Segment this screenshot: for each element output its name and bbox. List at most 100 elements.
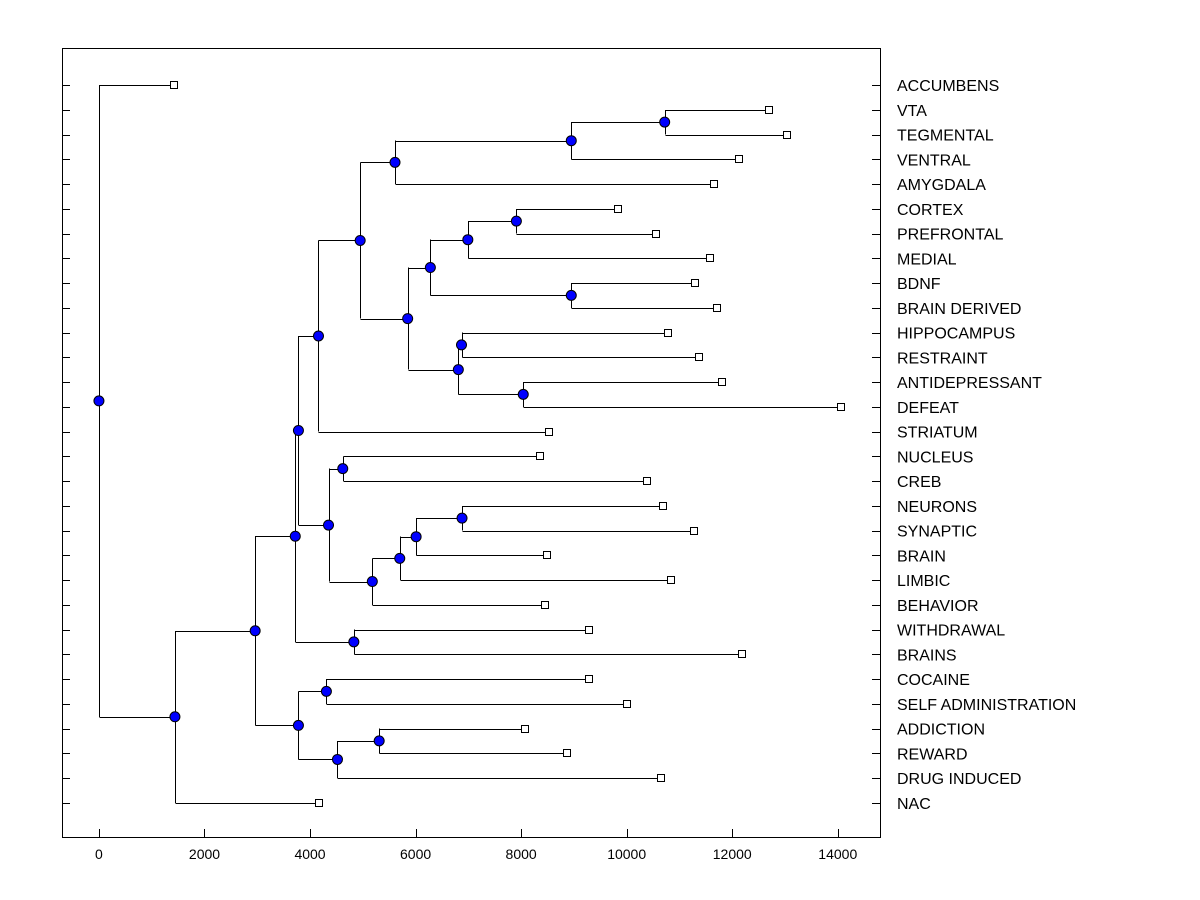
leaf-label-brain_derived: BRAIN DERIVED (897, 301, 1021, 318)
leaf-marker-restraint (695, 353, 703, 361)
node-marker-n8 (456, 339, 468, 351)
leaf-marker-neurons (659, 502, 667, 510)
node-marker-n25 (331, 753, 343, 765)
node-marker-n18 (366, 576, 378, 588)
node-marker-n6 (565, 289, 577, 301)
leaf-marker-amygdala (710, 180, 718, 188)
node-marker-n19 (323, 519, 335, 531)
node-marker-n7 (424, 262, 436, 274)
leaf-marker-bdnf (691, 279, 699, 287)
node-marker-n21 (348, 636, 360, 648)
node-marker-n11 (402, 313, 414, 325)
leaf-marker-nucleus (536, 452, 544, 460)
node-marker-n16 (410, 531, 422, 543)
node-marker-n27 (249, 625, 261, 637)
leaf-label-nucleus: NUCLEUS (897, 449, 973, 466)
leaf-marker-self_administration (623, 700, 631, 708)
node-marker-n22 (289, 530, 301, 542)
leaf-label-cortex: CORTEX (897, 202, 964, 219)
leaf-marker-vta (765, 106, 773, 114)
leaf-marker-accumbens (170, 81, 178, 89)
leaf-label-cocaine: COCAINE (897, 672, 970, 689)
leaf-marker-behavior (541, 601, 549, 609)
node-marker-root (93, 395, 105, 407)
x-tick-label-10000: 10000 (607, 846, 646, 862)
x-tick-label-4000: 4000 (294, 846, 325, 862)
leaf-marker-cocaine (585, 675, 593, 683)
leaf-marker-defeat (837, 403, 845, 411)
leaf-label-drug_induced: DRUG INDUCED (897, 771, 1021, 788)
leaf-marker-reward (563, 749, 571, 757)
leaf-label-antidepressant: ANTIDEPRESSANT (897, 375, 1042, 392)
leaf-label-withdrawal: WITHDRAWAL (897, 623, 1005, 640)
node-marker-n9 (517, 388, 529, 400)
node-marker-n2 (565, 135, 577, 147)
leaf-labels: ACCUMBENS VTA TEGMENTAL VENTRAL AMYGDALA CORT… (897, 78, 1076, 813)
leaf-label-ventral: VENTRAL (897, 152, 971, 169)
leaf-label-striatum: STRIATUM (897, 425, 978, 442)
node-marker-n23 (320, 685, 332, 697)
leaf-marker-withdrawal (585, 626, 593, 634)
leaf-marker-brains (738, 650, 746, 658)
node-marker-n1 (659, 116, 671, 128)
x-tick-label-14000: 14000 (818, 846, 857, 862)
leaf-marker-limbic (667, 576, 675, 584)
node-marker-n13 (312, 330, 324, 342)
node-marker-n10 (452, 364, 464, 376)
node-marker-n15 (456, 512, 468, 524)
x-tick-label-12000: 12000 (713, 846, 752, 862)
leaf-label-medial: MEDIAL (897, 251, 957, 268)
leaf-marker-brain (543, 551, 551, 559)
leaf-label-addiction: ADDICTION (897, 722, 985, 739)
leaf-marker-tegmental (783, 131, 791, 139)
leaf-marker-hippocampus (664, 329, 672, 337)
x-tick-label-2000: 2000 (189, 846, 220, 862)
node-marker-n26 (292, 719, 304, 731)
plot-frame (62, 48, 881, 838)
leaf-label-accumbens: ACCUMBENS (897, 78, 999, 95)
leaf-label-bdnf: BDNF (897, 276, 941, 293)
leaf-label-tegmental: TEGMENTAL (897, 128, 994, 145)
x-tick-label-8000: 8000 (506, 846, 537, 862)
leaf-marker-striatum (545, 428, 553, 436)
node-marker-n20 (292, 425, 304, 437)
y-tick-marks (62, 85, 880, 804)
leaf-marker-nac (315, 799, 323, 807)
node-marker-n5 (462, 234, 474, 246)
leaf-label-vta: VTA (897, 103, 927, 120)
x-tick-label-6000: 6000 (400, 846, 431, 862)
dendrogram-edges (99, 85, 842, 804)
leaf-marker-synaptic (690, 527, 698, 535)
leaf-label-creb: CREB (897, 474, 941, 491)
leaf-label-amygdala: AMYGDALA (897, 177, 986, 194)
leaf-label-restraint: RESTRAINT (897, 350, 988, 367)
leaf-label-prefrontal: PREFRONTAL (897, 227, 1003, 244)
leaf-label-self_administration: SELF ADMINISTRATION (897, 697, 1076, 714)
leaf-label-synaptic: SYNAPTIC (897, 524, 977, 541)
node-marker-n14 (337, 463, 349, 475)
leaf-label-reward: REWARD (897, 746, 968, 763)
leaf-marker-cortex (614, 205, 622, 213)
leaf-label-nac: NAC (897, 796, 931, 813)
x-tick-label-0: 0 (95, 846, 103, 862)
leaf-label-brain: BRAIN (897, 548, 946, 565)
node-marker-n17 (394, 552, 406, 564)
leaf-marker-creb (643, 477, 651, 485)
leaf-marker-brain_derived (713, 304, 721, 312)
leaf-label-limbic: LIMBIC (897, 573, 950, 590)
leaf-marker-addiction (521, 725, 529, 733)
node-marker-n4 (510, 215, 522, 227)
leaf-marker-drug_induced (657, 774, 665, 782)
leaf-label-brains: BRAINS (897, 647, 957, 664)
leaf-label-hippocampus: HIPPOCAMPUS (897, 326, 1015, 343)
x-axis: 0 2000 4000 6000 8000 10000 12000 14000 (95, 829, 857, 862)
leaf-label-neurons: NEURONS (897, 499, 977, 516)
dendrogram-markers (93, 81, 845, 807)
node-marker-n12 (354, 234, 366, 246)
leaf-marker-medial (706, 254, 714, 262)
leaf-label-defeat: DEFEAT (897, 400, 959, 417)
leaf-marker-ventral (735, 155, 743, 163)
node-marker-n3 (389, 156, 401, 168)
node-marker-n24 (373, 735, 385, 747)
